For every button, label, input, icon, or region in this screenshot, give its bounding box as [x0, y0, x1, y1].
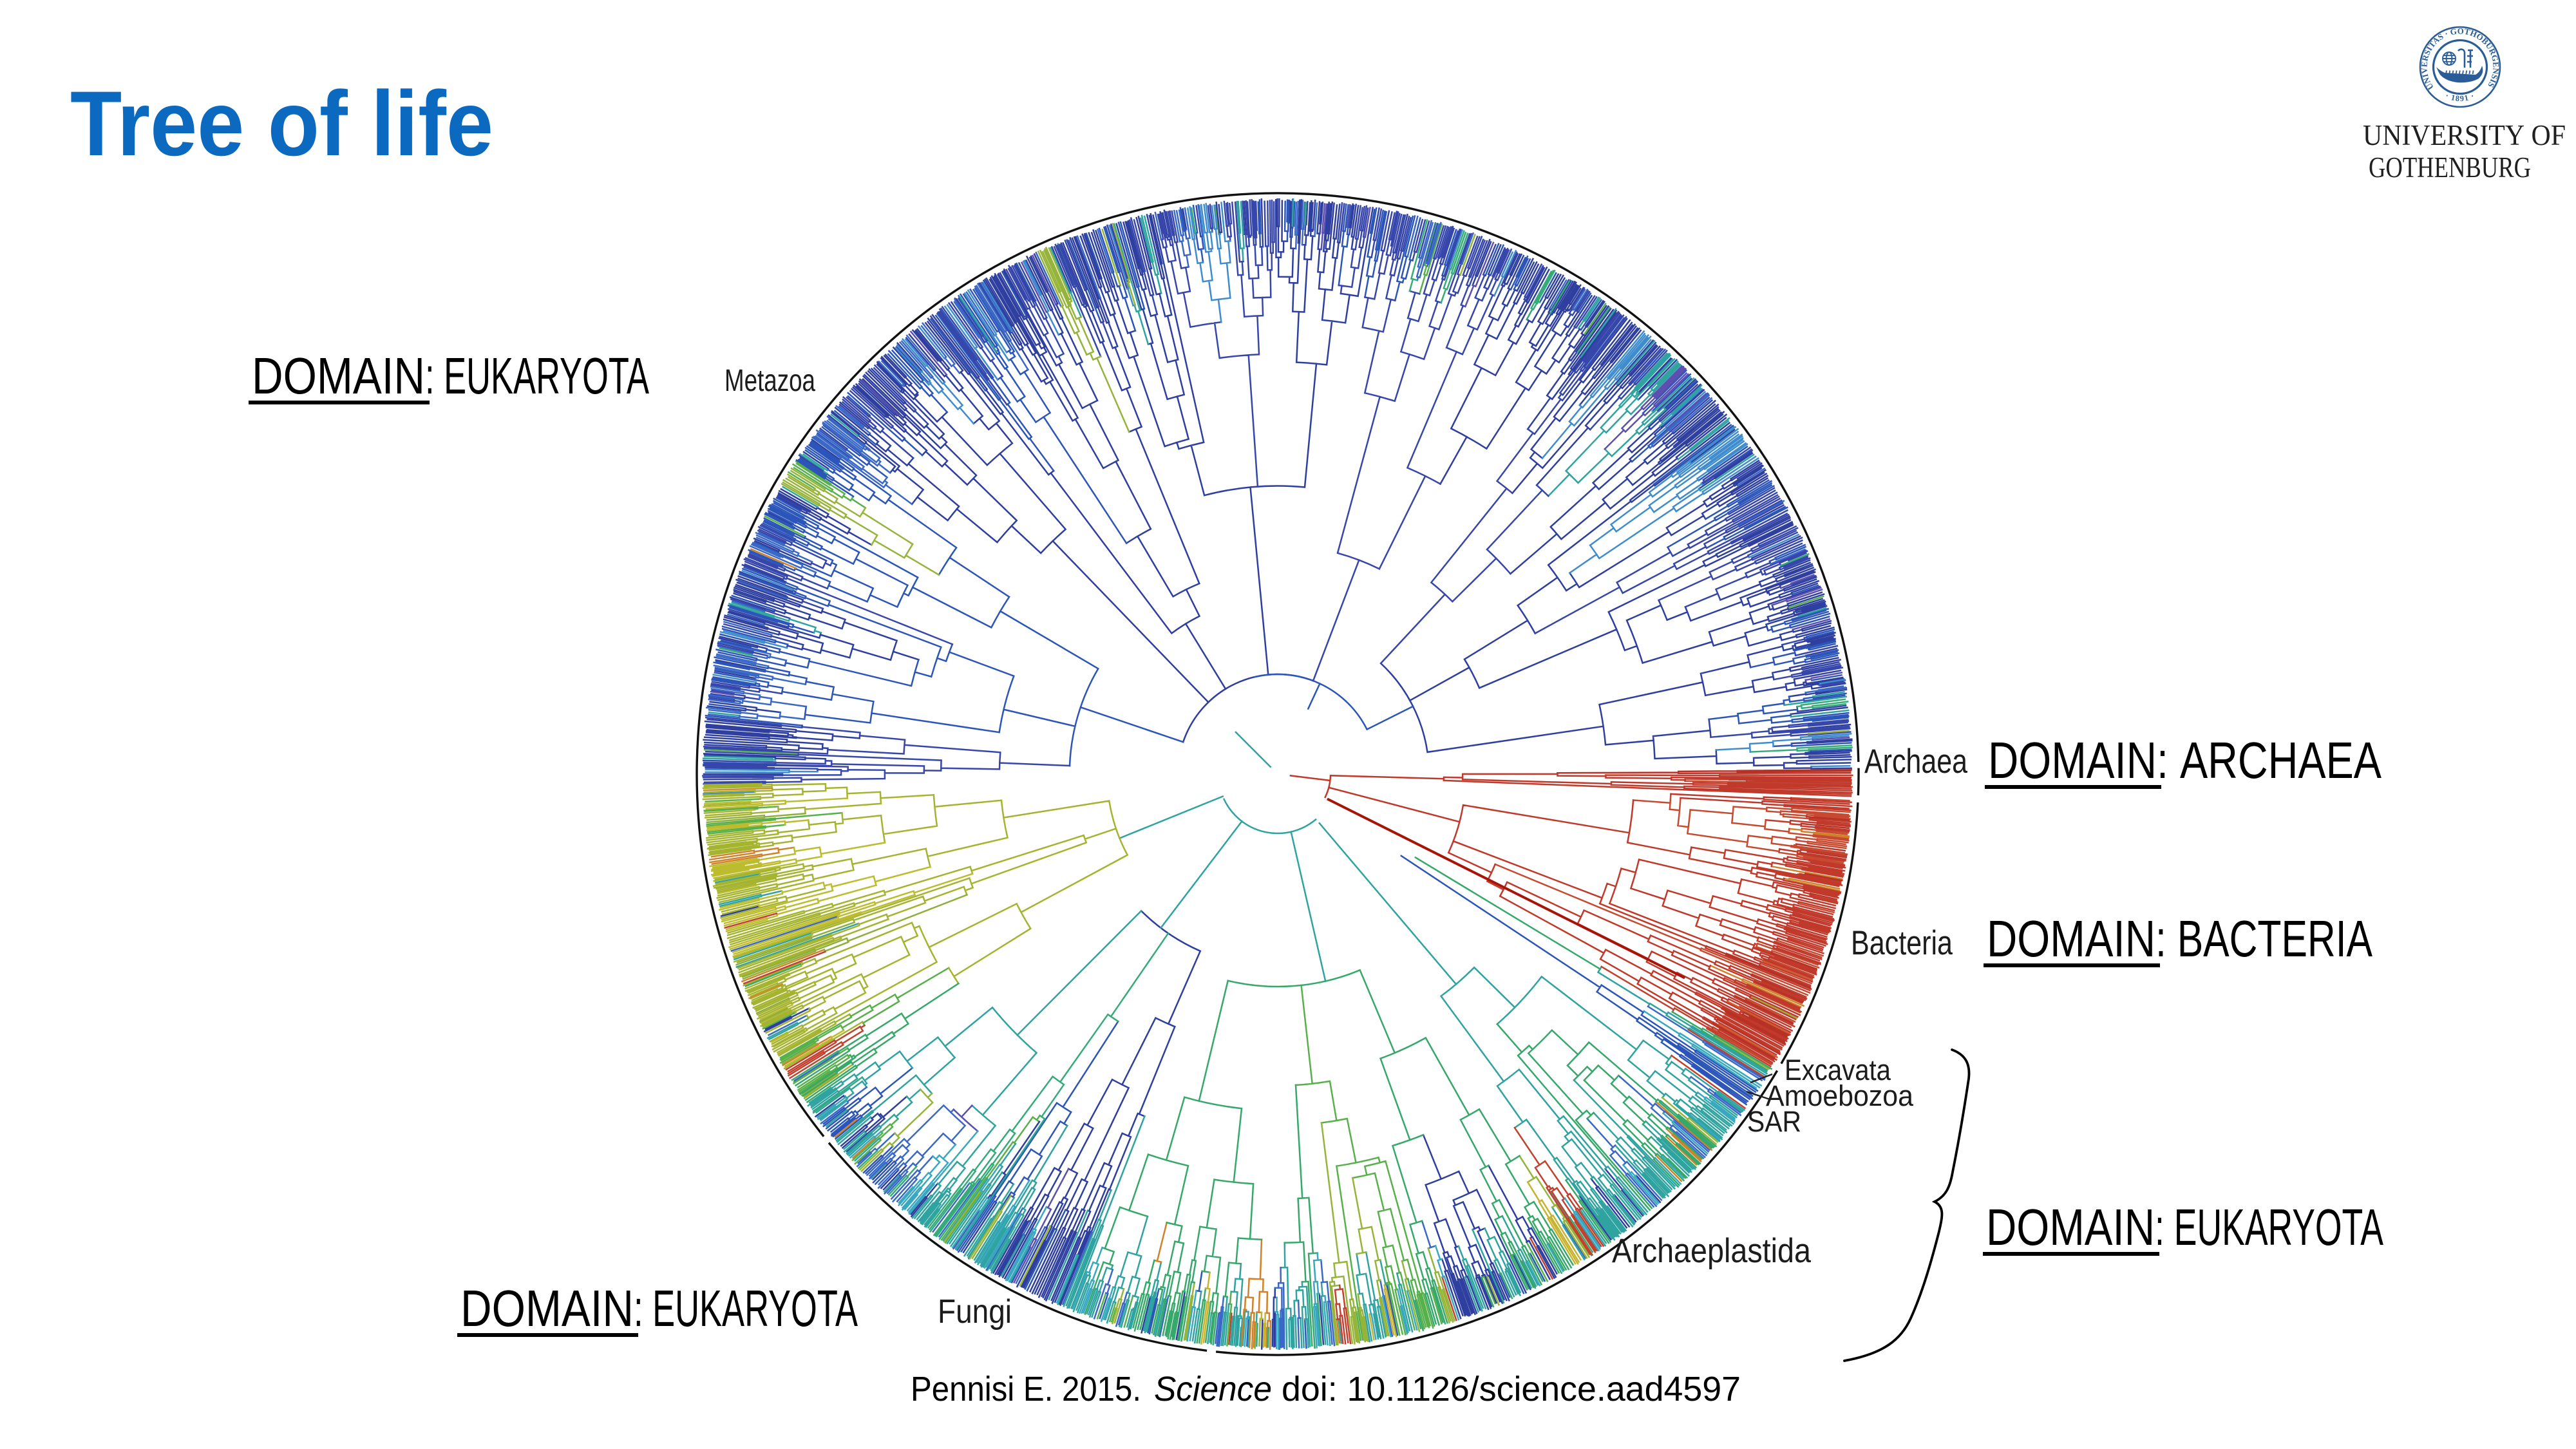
svg-text:Tree of life: Tree of life [70, 73, 493, 175]
svg-text:GOTHENBURG: GOTHENBURG [2369, 151, 2531, 184]
svg-text:DOMAIN: DOMAIN [1987, 910, 2155, 967]
svg-text:SAR: SAR [1747, 1105, 1801, 1138]
svg-text:: EUKARYOTA: : EUKARYOTA [425, 347, 649, 404]
svg-text:Archaeplastida: Archaeplastida [1612, 1232, 1811, 1270]
svg-text:Science: Science [1154, 1370, 1272, 1408]
svg-text:doi: 10.1126/science.aad4597: doi: 10.1126/science.aad4597 [1282, 1370, 1741, 1408]
svg-text:Bacteria: Bacteria [1851, 924, 1953, 962]
svg-text:: ARCHAEA: : ARCHAEA [2157, 732, 2382, 789]
svg-text:Excavata: Excavata [1785, 1054, 1891, 1086]
svg-text:Archaea: Archaea [1864, 743, 1967, 781]
svg-text:: BACTERIA: : BACTERIA [2155, 910, 2372, 967]
svg-text:Amoebozoa: Amoebozoa [1766, 1079, 1914, 1112]
svg-text:: EUKARYOTA: : EUKARYOTA [2155, 1198, 2383, 1256]
svg-text:UNIVERSITY OF: UNIVERSITY OF [2363, 119, 2566, 151]
svg-text:DOMAIN: DOMAIN [1988, 732, 2157, 789]
svg-text:Fungi: Fungi [938, 1293, 1012, 1331]
svg-text:· 1891 ·: · 1891 · [2444, 91, 2476, 103]
svg-text:: EUKARYOTA: : EUKARYOTA [634, 1280, 858, 1337]
svg-text:Metazoa: Metazoa [724, 364, 815, 398]
svg-text:Pennisi E. 2015.: Pennisi E. 2015. [911, 1370, 1141, 1408]
svg-text:DOMAIN: DOMAIN [1986, 1198, 2155, 1256]
svg-text:DOMAIN: DOMAIN [252, 347, 425, 404]
svg-text:DOMAIN: DOMAIN [460, 1280, 634, 1337]
